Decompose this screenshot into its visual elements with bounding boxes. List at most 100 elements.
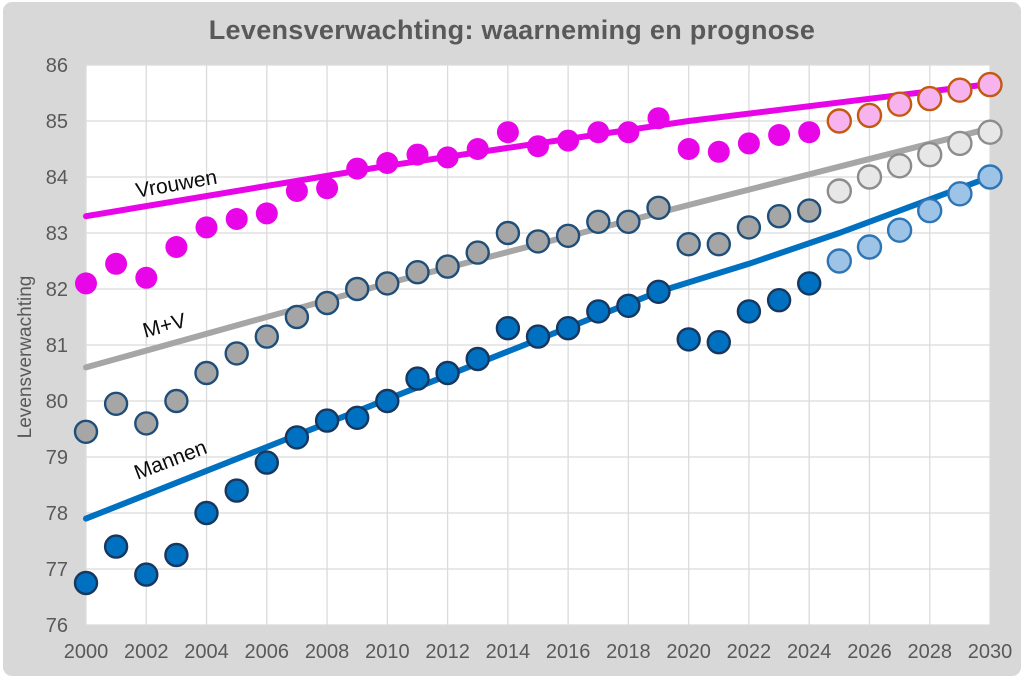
mv-prognose-point (947, 130, 973, 157)
vrouwen-waarneming (75, 107, 821, 295)
vrouwen-waarneming-point (255, 202, 278, 225)
mannen-waarneming-point (495, 316, 521, 341)
mv-waarneming-point (555, 223, 581, 249)
mv-prognose-point (977, 119, 1003, 145)
vrouwen-waarneming-point (376, 152, 399, 174)
mv-prognose-point (826, 178, 852, 204)
mv-waarneming-point (766, 203, 792, 229)
mannen-waarneming-point (465, 346, 490, 372)
mannen-prognose-point (826, 248, 852, 274)
vrouwen-waarneming-point (677, 138, 700, 160)
mannen-waarneming-point (103, 534, 129, 559)
mv-waarneming-point (706, 231, 731, 257)
x-tick-label: 2008 (305, 641, 350, 663)
y-tick-label: 78 (46, 503, 68, 525)
vrouwen-prognose-point (886, 91, 913, 117)
vrouwen-waarneming-point (527, 135, 549, 158)
x-tick-label: 2014 (486, 641, 531, 663)
vrouwen-waarneming-point (406, 143, 429, 166)
y-tick-label: 83 (46, 223, 68, 245)
mv-waarneming-point (254, 324, 279, 349)
mannen-waarneming-point (375, 388, 400, 414)
mannen-waarneming-point (555, 316, 581, 341)
mv-waarneming-point (405, 260, 430, 285)
mv-waarneming-point (646, 195, 671, 221)
mv-waarneming (73, 195, 822, 444)
mv-prognose-point (856, 164, 883, 190)
x-tick-label: 2018 (606, 641, 651, 663)
mv-waarneming-point (495, 220, 521, 246)
vrouwen-prognose-point (947, 77, 973, 103)
x-tick-label: 2004 (184, 641, 229, 663)
mv-waarneming-point (345, 276, 370, 302)
vrouwen-waarneming-point (768, 124, 791, 146)
vrouwen-prognose-point (917, 85, 943, 112)
y-tick-label: 85 (46, 111, 68, 133)
vrouwen-waarneming-point (346, 157, 369, 180)
mv-waarneming-point (525, 229, 551, 254)
mv-waarneming-point (736, 215, 762, 240)
x-tick-label: 2030 (968, 641, 1013, 663)
vrouwen-waarneming-point (557, 129, 580, 152)
x-tick-label: 2024 (787, 641, 832, 663)
mannen-waarneming-point (646, 279, 671, 304)
y-tick-label: 80 (46, 391, 68, 413)
mannen-waarneming-point (254, 450, 279, 475)
vrouwen-waarneming-point (587, 121, 610, 144)
y-tick-label: 81 (46, 335, 68, 357)
vrouwen-waarneming-point (285, 180, 308, 202)
mv-waarneming-point (194, 360, 219, 386)
vrouwen-waarneming-point (225, 208, 248, 230)
x-tick-label: 2016 (546, 641, 591, 663)
mannen-waarneming-point (314, 408, 340, 433)
mannen-waarneming-point (586, 299, 611, 324)
mannen-waarneming-point (797, 271, 822, 296)
mv-waarneming-point (134, 411, 159, 436)
mannen-waarneming-point (284, 425, 310, 450)
vrouwen-waarneming-point (195, 216, 218, 239)
vrouwen-waarneming-point (617, 121, 640, 144)
vrouwen-waarneming-point (316, 177, 339, 200)
mannen-prognose-point (977, 164, 1003, 190)
mannen-waarneming-point (706, 330, 731, 355)
mv-prognose-point (886, 153, 913, 179)
mannen-waarneming-point (766, 288, 792, 313)
mannen-prognose-point (917, 197, 943, 224)
vrouwen-prognose (826, 71, 1003, 134)
mannen-waarneming-point (405, 366, 430, 391)
mannen-waarneming-point (134, 562, 159, 587)
vrouwen-prognose-point (856, 102, 883, 129)
mannen-prognose (826, 164, 1003, 274)
mannen-prognose-point (947, 181, 973, 207)
x-tick-label: 2010 (365, 641, 410, 663)
mannen-waarneming-point (164, 542, 189, 568)
x-tick-label: 2028 (907, 641, 952, 663)
mannen-trendlijn (83, 174, 993, 522)
y-tick-label: 77 (46, 559, 68, 581)
x-tick-label: 2002 (124, 641, 169, 663)
mv-prognose-point (917, 141, 943, 168)
vrouwen-prognose-point (977, 71, 1003, 98)
x-tick-label: 2020 (666, 641, 711, 663)
mannen-waarneming-point (224, 478, 249, 503)
mv-waarneming-point (676, 231, 701, 257)
vrouwen-prognose-point (826, 108, 852, 134)
y-tick-label: 82 (46, 279, 68, 301)
mannen-waarneming-point (194, 500, 219, 526)
vrouwen-waarneming-point (466, 138, 489, 160)
vrouwen-waarneming-point (75, 272, 97, 295)
mv-waarneming-point (435, 254, 460, 279)
vrouwen-waarneming-point (105, 252, 128, 275)
mv-waarneming-point (103, 391, 129, 416)
mannen-waarneming (73, 271, 822, 596)
mannen-prognose-point (886, 217, 913, 243)
x-tick-label: 2000 (64, 641, 109, 663)
vrouwen-waarneming-point (707, 140, 730, 163)
vrouwen-waarneming-point (496, 121, 519, 144)
mv-waarneming-point (465, 240, 490, 265)
mannen-waarneming-point (345, 405, 370, 430)
vrouwen-waarneming-point (647, 107, 670, 130)
vrouwen-waarneming-point (737, 132, 760, 155)
mv-waarneming-point (797, 198, 822, 223)
